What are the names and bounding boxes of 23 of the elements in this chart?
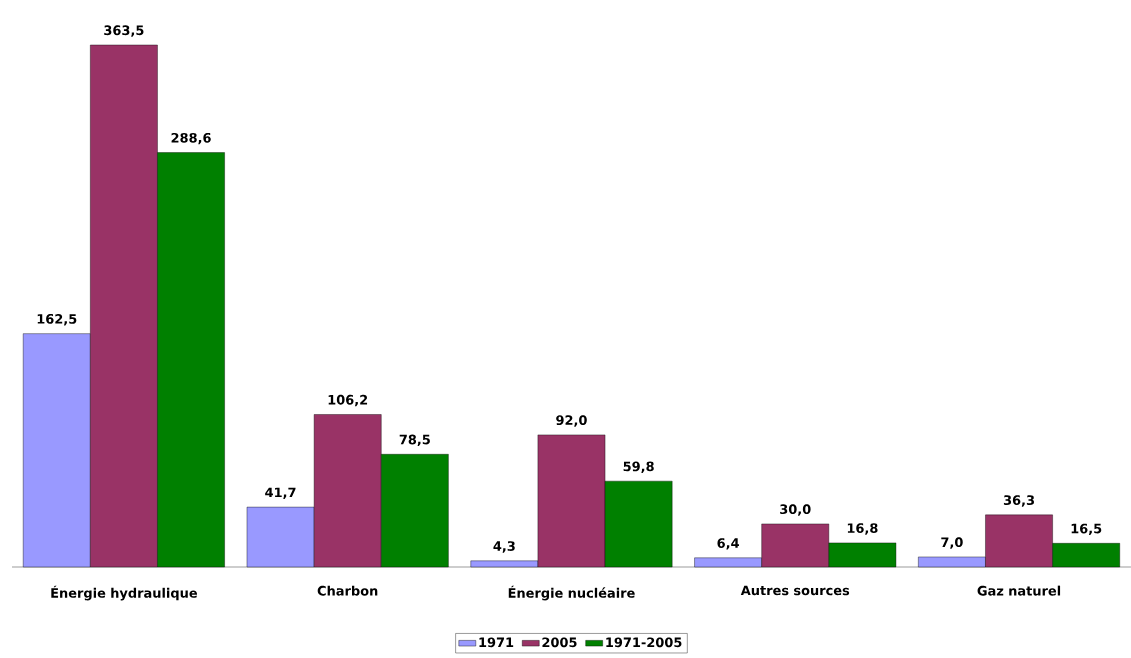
data-label: 59,8 — [623, 461, 654, 473]
data-label: 6,4 — [717, 538, 740, 550]
data-label: 288,6 — [171, 132, 211, 145]
x-tick-label: Énergie hydraulique — [51, 585, 198, 601]
data-label: 16,5 — [1071, 523, 1102, 536]
data-label: 41,7 — [265, 487, 296, 499]
data-label: 106,2 — [328, 394, 368, 407]
data-label: 36,3 — [1003, 495, 1034, 507]
legend-label: 1971-2005 — [606, 637, 682, 648]
data-label: 162,5 — [37, 313, 77, 326]
x-tick-label: Énergie nucléaire — [508, 585, 635, 601]
data-label: 363,5 — [104, 25, 144, 37]
x-tick-label: Charbon — [317, 585, 378, 596]
data-label: 4,3 — [493, 541, 515, 553]
data-label: 92,0 — [556, 415, 587, 427]
data-label: 16,8 — [847, 523, 878, 535]
data-label: 7,0 — [941, 537, 963, 549]
data-label: 78,5 — [399, 434, 430, 447]
data-label: 30,0 — [780, 504, 811, 516]
x-tick-label: Autres sources — [740, 585, 850, 596]
legend-label: 2005 — [542, 637, 577, 648]
legend-label: 1971 — [479, 637, 514, 648]
x-tick-label: Gaz naturel — [977, 585, 1061, 596]
